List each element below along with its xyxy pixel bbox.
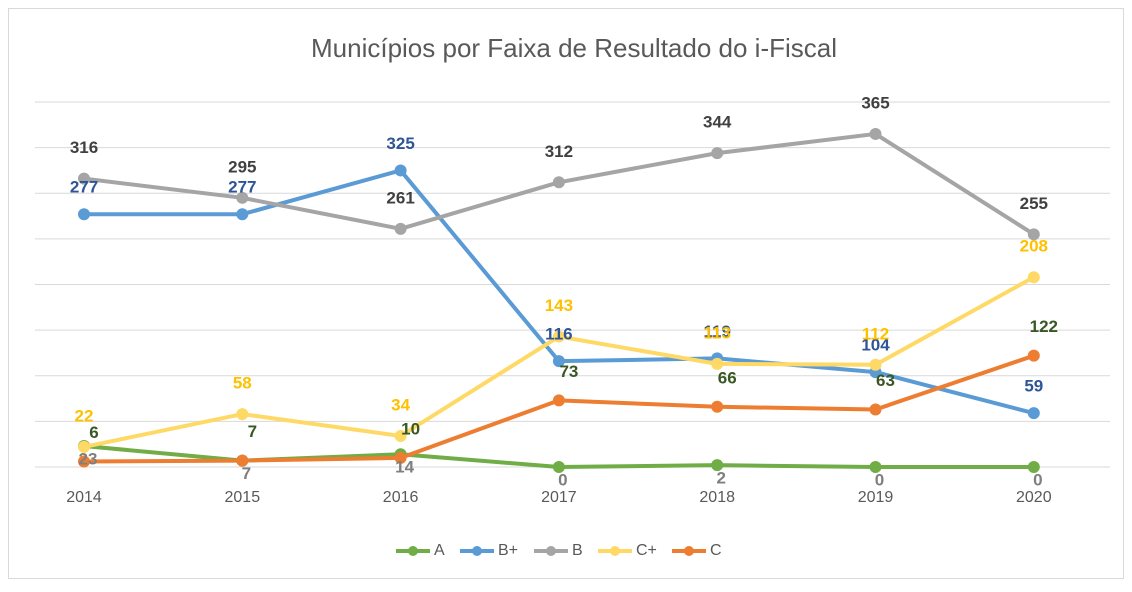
data-label: 295 — [228, 157, 256, 176]
data-label: 113 — [703, 323, 730, 342]
data-point — [78, 440, 90, 453]
data-point — [78, 208, 90, 221]
data-point — [1027, 461, 1040, 473]
data-point — [1027, 349, 1040, 362]
legend-label: A — [434, 542, 445, 559]
data-label: 7 — [242, 464, 251, 483]
data-label: 7 — [248, 422, 257, 441]
data-label: 325 — [386, 134, 414, 153]
data-label: 112 — [862, 324, 889, 343]
data-label: 66 — [718, 368, 737, 387]
data-label: 104 — [861, 336, 890, 355]
data-label: 119 — [703, 322, 730, 341]
data-point — [711, 147, 724, 160]
data-label: 277 — [70, 178, 98, 197]
data-label: 22 — [75, 406, 94, 425]
data-label: 2 — [716, 469, 725, 488]
data-label: 312 — [545, 142, 573, 161]
data-label: 59 — [1024, 377, 1043, 396]
data-point — [552, 394, 565, 407]
chart-title: Municípios por Faixa de Resultado do i-F… — [311, 33, 837, 63]
data-point — [394, 222, 407, 235]
legend-marker — [546, 546, 556, 556]
legend-label: B — [572, 542, 583, 559]
data-point — [78, 172, 90, 185]
x-tick-label: 2016 — [383, 489, 419, 506]
data-point — [552, 330, 565, 343]
data-label: 73 — [559, 362, 578, 381]
chart-border — [8, 8, 1124, 579]
legend-label: C+ — [636, 542, 657, 559]
x-tick-label: 2014 — [66, 489, 102, 506]
data-label: 0 — [875, 470, 884, 489]
x-tick-label: 2019 — [858, 489, 894, 506]
data-point — [394, 429, 407, 442]
data-label: 261 — [386, 188, 414, 207]
data-point — [711, 459, 724, 472]
x-tick-label: 2020 — [1016, 489, 1052, 506]
data-point — [236, 454, 249, 467]
data-point — [711, 400, 724, 413]
data-label: 14 — [395, 458, 414, 477]
x-tick-label: 2018 — [699, 489, 735, 506]
data-point — [394, 164, 407, 177]
data-point — [869, 461, 882, 473]
data-label: 208 — [1020, 237, 1048, 256]
legend-marker — [684, 546, 694, 556]
legend-marker — [408, 546, 418, 556]
data-label: 122 — [1030, 317, 1058, 336]
legend-label: B+ — [498, 542, 518, 559]
data-label: 255 — [1020, 194, 1048, 213]
data-label: 344 — [703, 113, 732, 132]
data-point — [1027, 407, 1040, 420]
legend-label: C — [710, 542, 722, 559]
data-label: 34 — [391, 395, 410, 414]
data-label: 116 — [545, 325, 572, 344]
data-label: 143 — [545, 296, 573, 315]
data-point — [869, 358, 882, 371]
data-label: 6 — [89, 423, 98, 442]
data-label: 365 — [861, 93, 889, 112]
data-label: 23 — [79, 449, 98, 468]
data-label: 10 — [401, 419, 420, 438]
data-point — [236, 208, 249, 221]
data-point — [552, 355, 565, 368]
legend-marker — [610, 546, 620, 556]
data-point — [552, 461, 565, 473]
x-tick-label: 2017 — [541, 489, 577, 506]
data-label: 63 — [876, 371, 895, 390]
data-label: 316 — [70, 138, 98, 157]
data-point — [1027, 228, 1040, 241]
data-point — [711, 357, 724, 370]
data-point — [1027, 271, 1040, 284]
data-point — [869, 403, 882, 416]
data-point — [552, 176, 565, 189]
data-label: 0 — [1033, 470, 1042, 489]
data-point — [236, 408, 249, 421]
data-label: 0 — [558, 470, 567, 489]
x-tick-label: 2015 — [225, 489, 261, 506]
data-point — [394, 451, 407, 464]
data-point — [78, 455, 90, 468]
data-label: 58 — [233, 374, 252, 393]
data-point — [869, 127, 882, 140]
legend-marker — [472, 546, 482, 556]
data-point — [236, 191, 249, 204]
data-label: 277 — [228, 178, 256, 197]
